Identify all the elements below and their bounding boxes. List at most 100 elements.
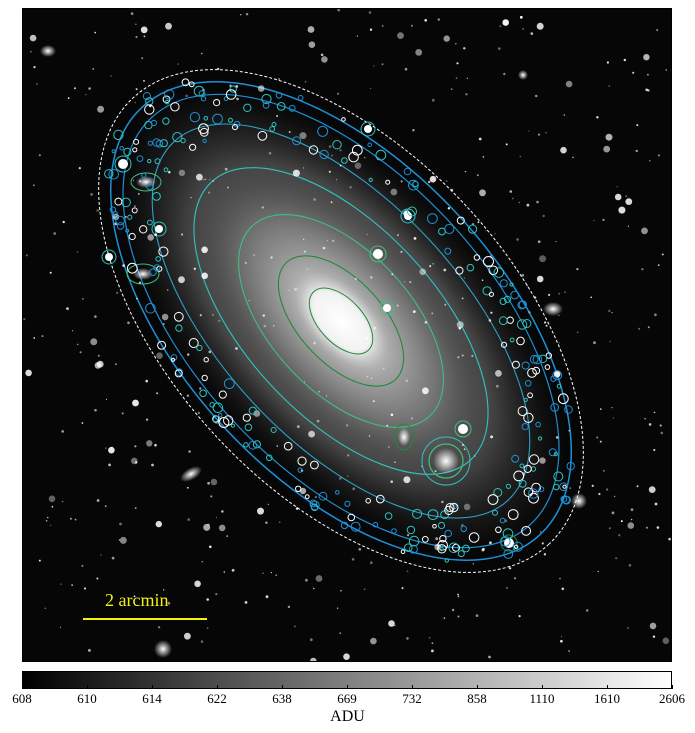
- field-star: [322, 246, 326, 250]
- field-star: [528, 130, 530, 132]
- field-star: [351, 558, 355, 561]
- field-star: [490, 435, 493, 439]
- colorbar-tick-mark: [151, 685, 153, 689]
- field-star: [108, 463, 111, 467]
- field-star: [199, 387, 202, 390]
- contour-blob: [181, 78, 190, 87]
- contour-blob: [271, 122, 277, 127]
- field-star: [105, 447, 107, 449]
- field-star: [90, 193, 93, 196]
- field-star: [370, 87, 372, 90]
- field-star: [373, 65, 375, 67]
- field-star: [207, 481, 211, 485]
- field-star: [165, 22, 172, 30]
- contour-blob: [521, 423, 529, 431]
- field-star: [96, 577, 99, 580]
- field-star: [390, 413, 394, 417]
- contour-blob: [149, 268, 157, 277]
- field-star: [441, 500, 444, 504]
- field-star: [218, 524, 226, 532]
- contour-blob: [499, 517, 506, 524]
- field-star: [116, 291, 119, 294]
- contour-blob: [223, 96, 229, 101]
- field-star: [215, 593, 218, 596]
- contour-blob: [365, 498, 372, 504]
- field-star: [248, 299, 251, 302]
- colorbar-tick-mark: [411, 685, 413, 689]
- contour-blob: [147, 158, 152, 164]
- field-star: [81, 564, 84, 567]
- contour-blob: [466, 263, 475, 272]
- field-star: [339, 149, 342, 152]
- field-star: [611, 407, 613, 409]
- contour-blob: [518, 300, 527, 309]
- field-star: [331, 154, 333, 157]
- field-star: [394, 461, 396, 463]
- contour-blob: [113, 129, 124, 141]
- field-star: [543, 553, 547, 556]
- contour-blob: [347, 513, 356, 522]
- contour-blob: [196, 344, 203, 352]
- contour-blob: [309, 499, 318, 508]
- field-star: [167, 601, 171, 605]
- field-star: [349, 186, 352, 189]
- field-star: [41, 335, 44, 338]
- contour-blob: [212, 113, 223, 125]
- field-star: [537, 133, 541, 136]
- field-star: [388, 620, 395, 627]
- field-star: [62, 220, 65, 224]
- contour-blob: [173, 311, 184, 322]
- field-star: [88, 87, 91, 90]
- field-star: [257, 85, 265, 92]
- contour-blob: [513, 470, 525, 482]
- field-star: [576, 268, 579, 271]
- field-star: [23, 318, 26, 321]
- field-star: [530, 32, 534, 35]
- field-star: [244, 261, 247, 264]
- field-star: [209, 179, 211, 181]
- field-star: [122, 264, 125, 267]
- colorbar-tick-mark: [541, 685, 543, 689]
- field-star: [110, 75, 112, 77]
- contour-blob: [153, 264, 161, 272]
- field-star: [456, 321, 464, 329]
- field-star: [412, 310, 416, 313]
- colorbar-tick-label: 669: [337, 691, 357, 706]
- contour-blob: [203, 116, 209, 121]
- colorbar-tick-mark: [476, 685, 478, 689]
- field-star: [406, 637, 409, 640]
- field-star: [456, 62, 459, 65]
- contour-blob: [518, 479, 527, 488]
- field-star: [475, 614, 479, 617]
- field-star: [558, 342, 560, 344]
- field-star: [547, 293, 551, 297]
- field-star: [653, 448, 656, 452]
- field-star: [276, 115, 279, 117]
- field-star: [297, 287, 299, 289]
- field-star: [403, 476, 411, 484]
- contour-blob: [372, 521, 379, 528]
- field-star: [295, 507, 299, 510]
- field-star: [372, 400, 375, 403]
- field-star: [226, 535, 228, 537]
- field-star: [339, 303, 343, 306]
- contour-blob: [532, 354, 543, 365]
- contour-blob: [341, 157, 348, 164]
- field-star: [614, 495, 616, 497]
- field-star: [482, 548, 485, 551]
- contour-blob: [493, 267, 505, 278]
- contour-blob: [400, 549, 406, 555]
- field-star: [412, 129, 415, 132]
- field-star: [488, 319, 492, 322]
- field-star: [596, 116, 599, 119]
- field-star: [51, 505, 54, 508]
- contour-blob: [248, 406, 257, 415]
- field-star: [185, 94, 188, 98]
- field-star: [518, 201, 521, 204]
- contour-blob: [199, 389, 207, 398]
- contour-blob: [408, 179, 419, 191]
- contour-blob: [524, 380, 532, 387]
- field-star: [654, 313, 657, 317]
- field-star: [450, 188, 454, 192]
- contour-blob: [473, 254, 481, 261]
